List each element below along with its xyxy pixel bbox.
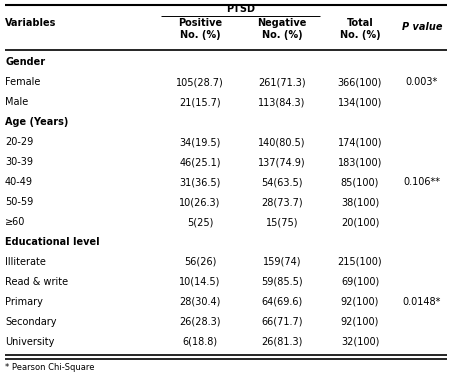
- Text: 20-29: 20-29: [5, 137, 33, 147]
- Text: Male: Male: [5, 97, 28, 107]
- Text: 10(14.5): 10(14.5): [179, 277, 220, 287]
- Text: 38(100): 38(100): [340, 197, 378, 207]
- Text: 32(100): 32(100): [340, 337, 378, 347]
- Text: Primary: Primary: [5, 297, 43, 307]
- Text: 174(100): 174(100): [337, 137, 382, 147]
- Text: 92(100): 92(100): [340, 317, 378, 327]
- Text: * Pearson Chi-Square: * Pearson Chi-Square: [5, 363, 94, 372]
- Text: 366(100): 366(100): [337, 77, 382, 87]
- Text: Negative
No. (%): Negative No. (%): [257, 18, 306, 40]
- Text: ≥60: ≥60: [5, 217, 25, 227]
- Text: 59(85.5): 59(85.5): [261, 277, 302, 287]
- Text: 26(81.3): 26(81.3): [261, 337, 302, 347]
- Text: Gender: Gender: [5, 57, 45, 67]
- Text: 54(63.5): 54(63.5): [261, 177, 302, 187]
- Text: 40-49: 40-49: [5, 177, 33, 187]
- Text: 92(100): 92(100): [340, 297, 378, 307]
- Text: 30-39: 30-39: [5, 157, 33, 167]
- Text: University: University: [5, 337, 54, 347]
- Text: 105(28.7): 105(28.7): [176, 77, 223, 87]
- Text: 134(100): 134(100): [337, 97, 382, 107]
- Text: 137(74.9): 137(74.9): [258, 157, 305, 167]
- Text: 20(100): 20(100): [340, 217, 378, 227]
- Text: Positive
No. (%): Positive No. (%): [178, 18, 221, 40]
- Text: Read & write: Read & write: [5, 277, 68, 287]
- Text: 28(73.7): 28(73.7): [261, 197, 302, 207]
- Text: 6(18.8): 6(18.8): [182, 337, 217, 347]
- Text: Total
No. (%): Total No. (%): [339, 18, 379, 40]
- Text: 56(26): 56(26): [184, 257, 216, 267]
- Text: 0.0148*: 0.0148*: [402, 297, 440, 307]
- Text: Female: Female: [5, 77, 40, 87]
- Text: P value: P value: [401, 22, 441, 32]
- Text: 50-59: 50-59: [5, 197, 33, 207]
- Text: 21(15.7): 21(15.7): [179, 97, 221, 107]
- Text: Variables: Variables: [5, 18, 56, 28]
- Text: 85(100): 85(100): [340, 177, 378, 187]
- Text: Educational level: Educational level: [5, 237, 99, 247]
- Text: 5(25): 5(25): [186, 217, 213, 227]
- Text: Age (Years): Age (Years): [5, 117, 68, 127]
- Text: Illiterate: Illiterate: [5, 257, 46, 267]
- Text: 261(71.3): 261(71.3): [258, 77, 305, 87]
- Text: Secondary: Secondary: [5, 317, 56, 327]
- Text: 34(19.5): 34(19.5): [179, 137, 220, 147]
- Text: 15(75): 15(75): [265, 217, 298, 227]
- Text: 183(100): 183(100): [337, 157, 382, 167]
- Text: 10(26.3): 10(26.3): [179, 197, 220, 207]
- Text: 0.106**: 0.106**: [403, 177, 440, 187]
- Text: 64(69.6): 64(69.6): [261, 297, 302, 307]
- Text: 159(74): 159(74): [262, 257, 300, 267]
- Text: PTSD: PTSD: [226, 4, 254, 14]
- Text: 215(100): 215(100): [337, 257, 382, 267]
- Text: 0.003*: 0.003*: [405, 77, 437, 87]
- Text: 66(71.7): 66(71.7): [261, 317, 302, 327]
- Text: 113(84.3): 113(84.3): [258, 97, 305, 107]
- Text: 26(28.3): 26(28.3): [179, 317, 220, 327]
- Text: 28(30.4): 28(30.4): [179, 297, 220, 307]
- Text: 140(80.5): 140(80.5): [258, 137, 305, 147]
- Text: 31(36.5): 31(36.5): [179, 177, 220, 187]
- Text: 69(100): 69(100): [340, 277, 378, 287]
- Text: 46(25.1): 46(25.1): [179, 157, 220, 167]
